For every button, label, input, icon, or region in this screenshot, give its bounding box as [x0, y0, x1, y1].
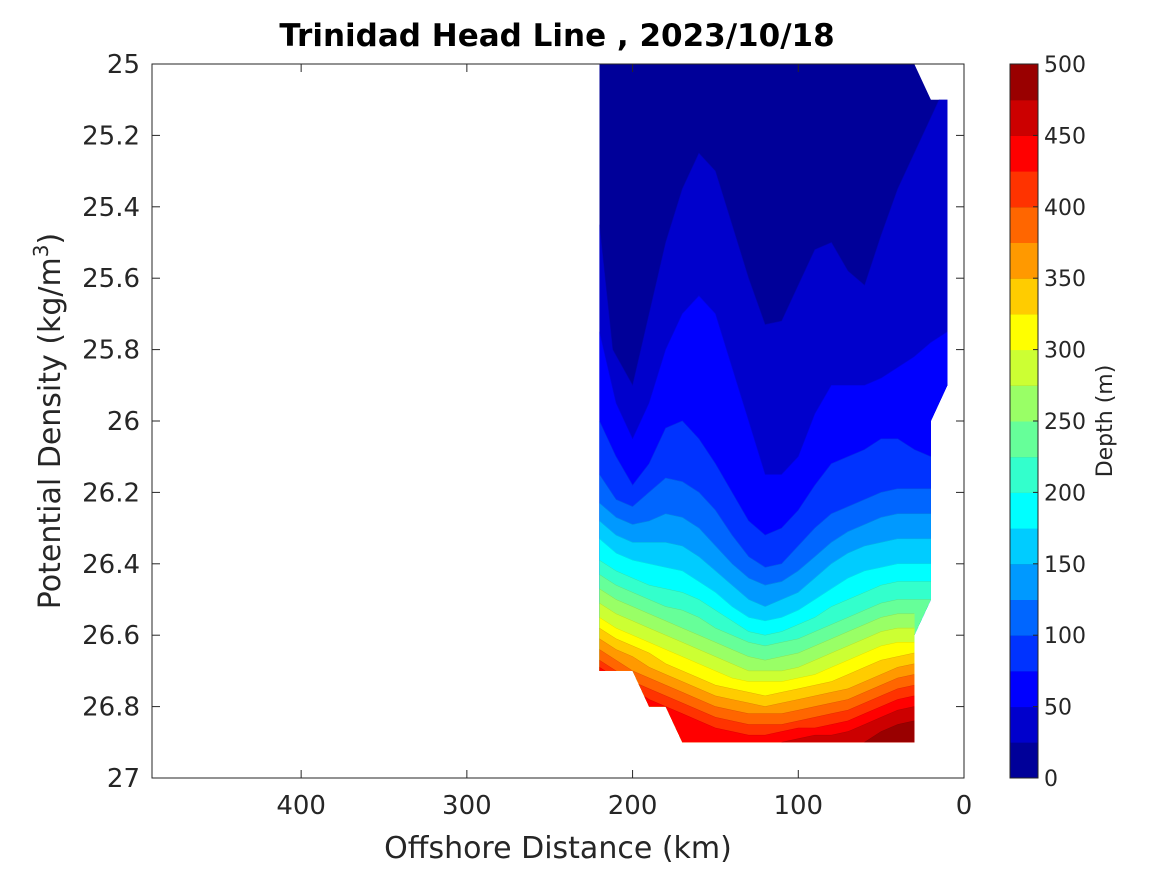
contour-line-250 — [599, 588, 915, 661]
contour-line-450 — [781, 706, 915, 743]
colorbar-tick-label: 400 — [1044, 196, 1086, 221]
colorbar-band — [1010, 599, 1038, 636]
y-tick-label: 26.4 — [82, 550, 140, 580]
colorbar-band — [1010, 563, 1038, 600]
colorbar-tick-label: 150 — [1044, 553, 1086, 578]
colorbar-band — [1010, 670, 1038, 708]
x-axis-label: Offshore Distance (km) — [384, 831, 732, 866]
y-tick-label: 26.8 — [82, 693, 140, 723]
y-tick-label: 26 — [107, 407, 140, 437]
contour-line-175 — [599, 538, 931, 622]
contour-line-200 — [599, 559, 931, 636]
contour-line-75 — [599, 420, 931, 536]
colorbar-band — [1010, 206, 1038, 243]
contour-band-450 — [781, 706, 915, 743]
colorbar-band — [1010, 385, 1038, 422]
colorbar-band — [1010, 349, 1038, 386]
contour-band-425 — [599, 666, 915, 743]
colorbar-tick-label: 300 — [1044, 339, 1086, 364]
colorbar-band — [1010, 528, 1038, 565]
contour-band-350 — [599, 638, 915, 743]
colorbar-band — [1010, 492, 1038, 529]
x-tick-label: 0 — [956, 791, 973, 821]
y-tick-label: 25.4 — [82, 193, 140, 223]
contour-band-475 — [864, 720, 915, 743]
contour-fill-layer — [599, 64, 948, 743]
y-axis-ticks: 25 25.2 25.4 25.6 25.8 26 26.2 26.4 26.6 26.8 27 — [82, 50, 964, 794]
contour-line-225 — [599, 574, 931, 647]
x-tick-label: 300 — [442, 791, 492, 821]
contour-line-275 — [599, 602, 915, 672]
colorbar-band — [1010, 706, 1038, 743]
contour-line-475 — [864, 720, 915, 743]
colorbar-tick-label: 500 — [1044, 53, 1086, 78]
colorbar-band — [1010, 635, 1038, 672]
colorbar-band — [1010, 64, 1038, 101]
colorbar-band — [1010, 135, 1038, 172]
colorbar-label: Depth (m) — [1093, 365, 1118, 478]
contour-line-400 — [599, 659, 915, 725]
colorbar — [1010, 63, 1038, 779]
colorbar-band — [1010, 99, 1038, 136]
colorbar-ticks: 0 50 100 150 200 250 300 350 400 450 500 — [1033, 53, 1086, 792]
contour-line-425 — [599, 667, 915, 736]
colorbar-band — [1010, 456, 1038, 493]
x-axis-ticks: 400 300 200 100 0 — [276, 64, 972, 821]
colorbar-band — [1010, 242, 1038, 279]
x-tick-label: 100 — [773, 791, 823, 821]
x-tick-label: 400 — [276, 791, 326, 821]
contour-line-100 — [599, 474, 931, 568]
y-tick-label: 25.2 — [82, 121, 140, 151]
contour-line-350 — [599, 638, 915, 707]
contour-band-375 — [599, 648, 915, 743]
y-tick-label: 26.6 — [82, 621, 140, 651]
colorbar-tick-label: 450 — [1044, 124, 1086, 149]
y-axis-label: Potential Density (kg/m3) — [29, 233, 68, 609]
contour-line-325 — [599, 627, 915, 697]
y-tick-label: 26.2 — [82, 478, 140, 508]
colorbar-band — [1010, 421, 1038, 458]
x-tick-label: 200 — [608, 791, 658, 821]
y-tick-label: 25.8 — [82, 336, 140, 366]
colorbar-band — [1010, 313, 1038, 351]
chart-title: Trinidad Head Line , 2023/10/18 — [279, 18, 834, 54]
colorbar-band — [1010, 278, 1038, 315]
contour-line-125 — [599, 502, 931, 586]
y-tick-label: 27 — [107, 764, 140, 794]
y-tick-label: 25 — [107, 50, 140, 80]
contour-line-50 — [599, 295, 948, 475]
contour-band-400 — [599, 659, 915, 743]
contour-line-25 — [599, 81, 948, 386]
y-tick-label: 25.6 — [82, 264, 140, 294]
colorbar-tick-label: 0 — [1044, 767, 1058, 792]
contour-line-150 — [599, 520, 931, 607]
colorbar-band — [1010, 171, 1038, 208]
colorbar-band — [1010, 742, 1038, 779]
colorbar-tick-label: 250 — [1044, 410, 1086, 435]
colorbar-tick-label: 200 — [1044, 481, 1086, 506]
contour-line-375 — [599, 649, 915, 714]
colorbar-tick-label: 350 — [1044, 267, 1086, 292]
contour-line-300 — [599, 617, 915, 682]
colorbar-tick-label: 50 — [1044, 696, 1072, 721]
colorbar-tick-label: 100 — [1044, 624, 1086, 649]
